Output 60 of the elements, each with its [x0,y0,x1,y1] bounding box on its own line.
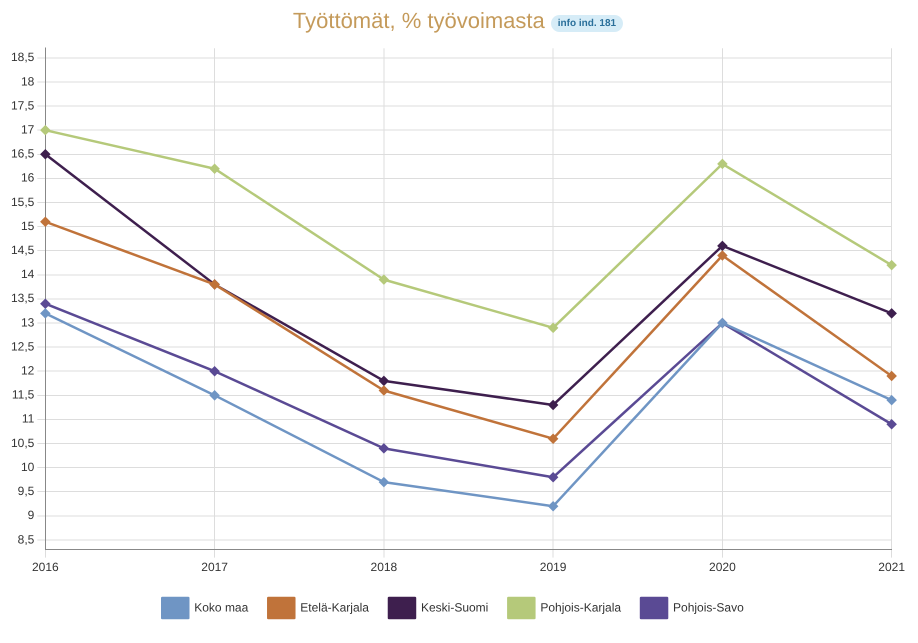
legend-label: Koko maa [194,600,249,614]
point [379,376,389,386]
point [886,308,896,318]
y-tick-label: 11 [22,412,35,426]
point [718,250,728,260]
y-tick-label: 10,5 [10,436,35,450]
y-tick-label: 9,5 [18,484,35,498]
y-tick-label: 17 [20,122,35,136]
point [886,420,896,429]
y-tick-label: 12 [20,364,35,378]
point [210,164,220,174]
point [886,260,896,270]
point [548,400,558,410]
point [40,125,50,135]
point [379,444,389,454]
y-tick-label: 15,5 [10,194,35,209]
y-tick-label: 14,5 [10,243,35,257]
point [886,395,896,405]
text: info ind. 181 [550,15,624,32]
x-tick-label: 2019 [540,560,567,574]
point [548,501,558,511]
legend-label: Pohjois-Karjala [540,600,622,614]
legend-label: Etelä-Karjala [300,600,370,614]
y-tick-label: 18,5 [10,50,35,64]
point [40,150,50,160]
point [379,386,389,396]
y-tick-label: 10 [20,460,35,474]
point [718,159,728,169]
y-tick-label: 13,5 [10,291,35,306]
y-tick-label: 8,5 [18,532,35,546]
y-tick-label: 13 [20,315,35,330]
point [379,274,389,284]
x-tick-label: 2021 [878,560,906,574]
x-tick-label: 2017 [201,560,228,574]
point [40,308,50,318]
y-tick-label: 14 [20,267,35,282]
y-tick-label: 16 [20,170,35,185]
point [40,298,50,308]
x-tick-label: 2016 [32,560,60,574]
x-tick-label: 2020 [709,560,736,574]
y-tick-label: 18 [20,74,35,88]
y-tick-label: 17,5 [10,98,35,112]
point [379,477,389,487]
point [718,241,728,251]
point [886,371,896,381]
y-tick-label: 15 [20,218,35,233]
point [548,323,558,333]
y-tick-label: 9 [28,508,35,522]
point [548,434,558,444]
legend-label: Keski-Suomi [420,600,488,614]
chart-title: Työttömät, % työvoimasta [292,8,545,33]
point [210,366,220,376]
x-tick-label: 2018 [370,560,398,574]
point [210,390,220,400]
y-tick-label: 16,5 [10,146,35,161]
y-tick-label: 12,5 [10,339,35,354]
y-tick-label: 11,5 [12,388,35,402]
legend-label: Pohjois-Savo [673,600,744,614]
point [40,217,50,227]
point [548,472,558,482]
